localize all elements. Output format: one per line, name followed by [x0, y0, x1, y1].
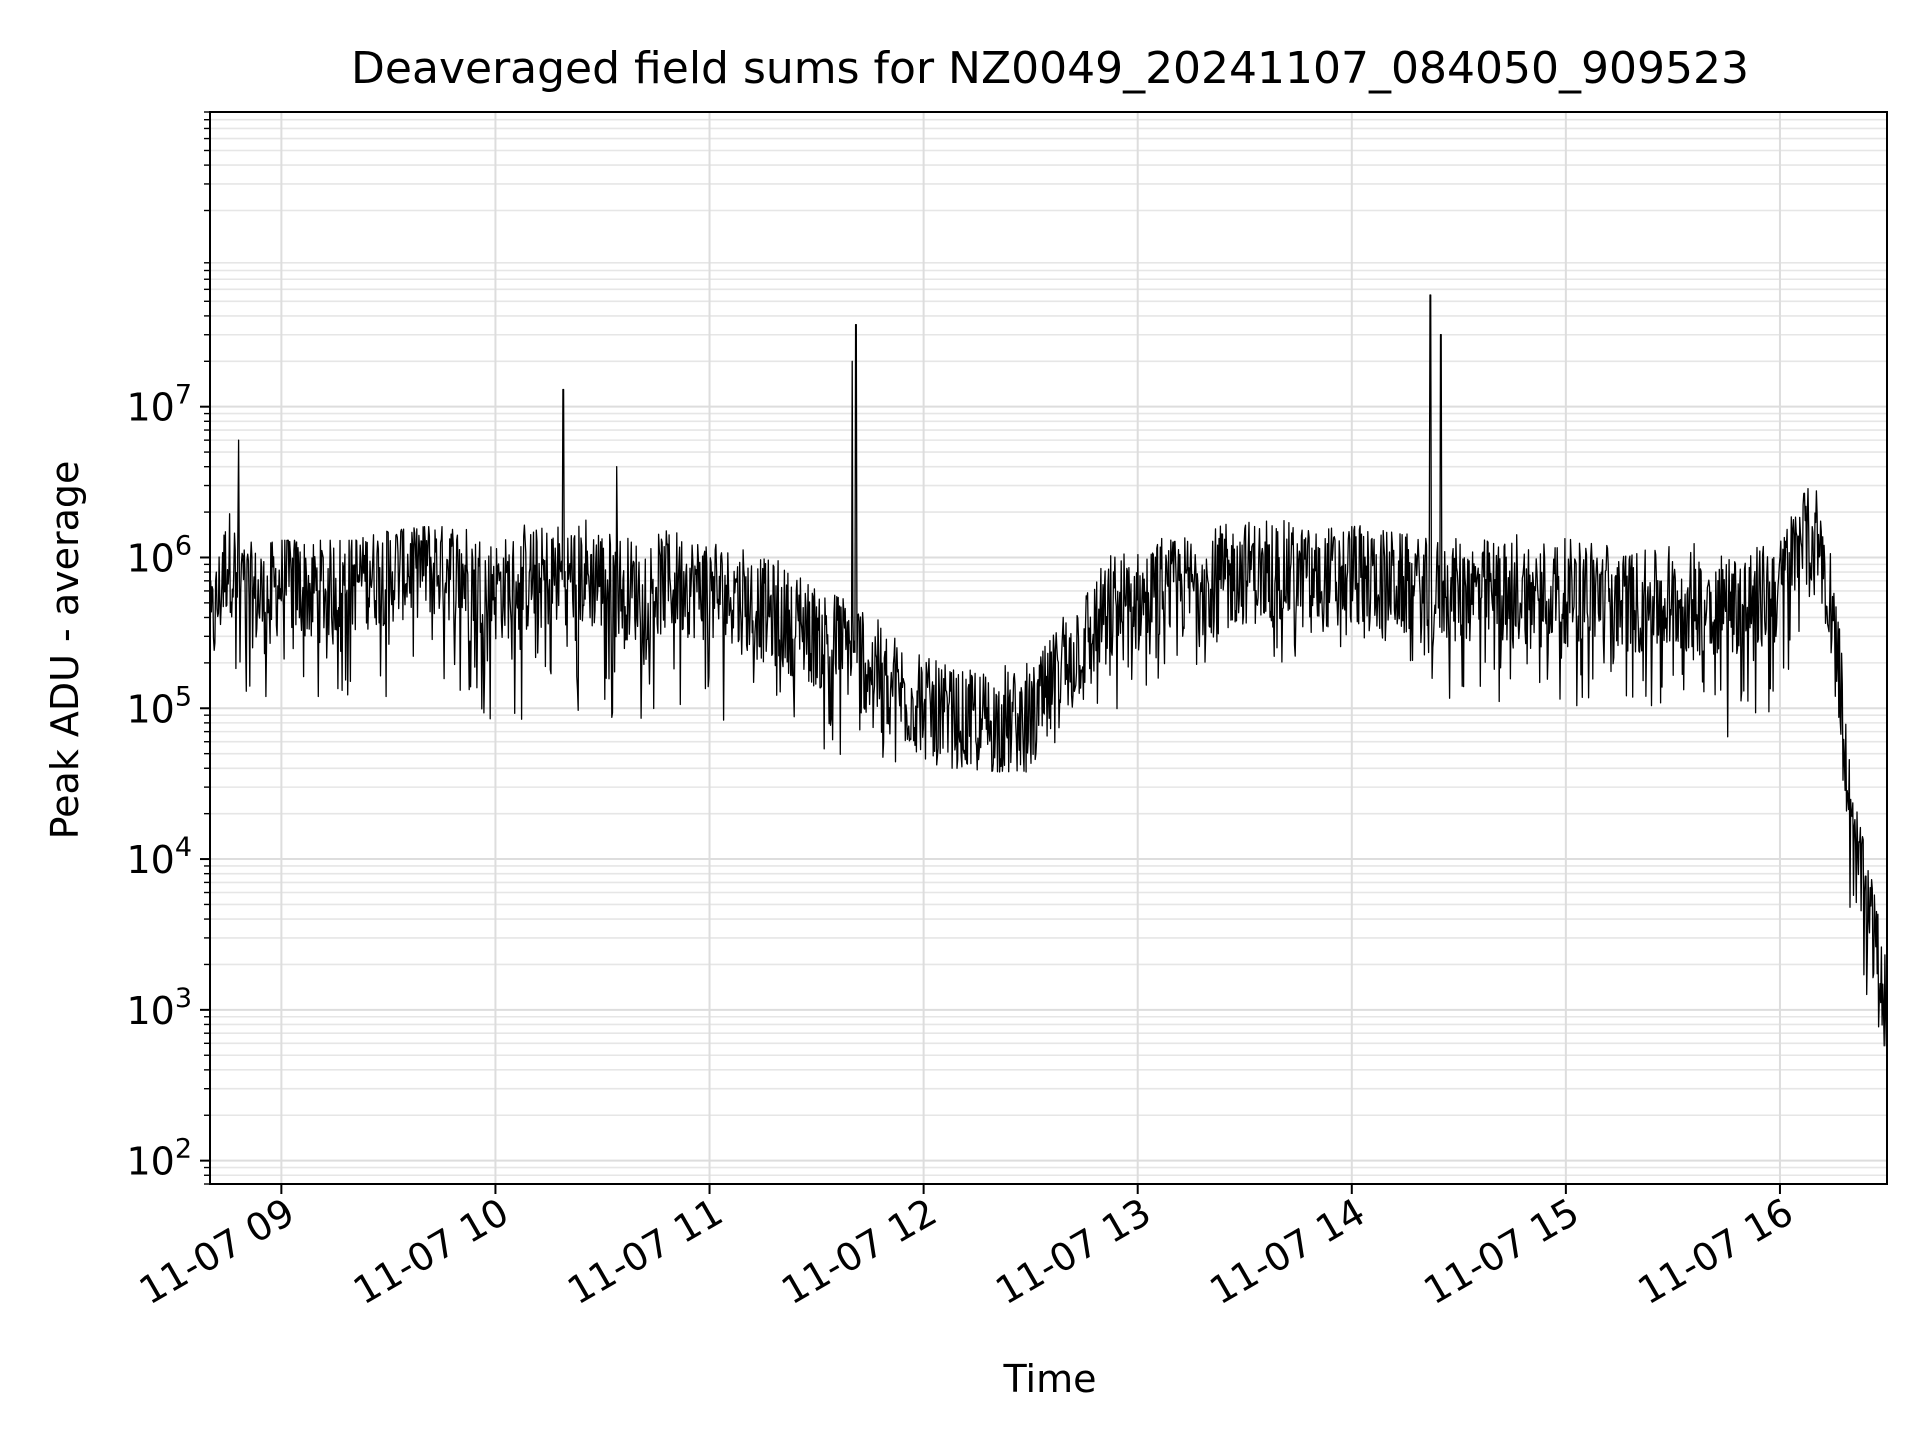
- y-tick-label: 102: [126, 1134, 192, 1184]
- y-axis-label: Peak ADU - average: [43, 461, 87, 840]
- chart-title: Deaveraged field sums for NZ0049_2024110…: [351, 43, 1749, 94]
- data-series: [209, 294, 1888, 1047]
- y-tick-label: 105: [126, 681, 192, 731]
- grid: [210, 111, 1887, 1185]
- x-axis-label: Time: [1003, 1357, 1097, 1401]
- y-tick-label: 107: [126, 380, 192, 430]
- y-tick-label: 104: [126, 832, 192, 882]
- y-tick-label: 103: [126, 983, 192, 1033]
- plot-frame: [209, 111, 1888, 1185]
- y-tick-label: 106: [126, 530, 192, 580]
- series-line: [209, 294, 1888, 1047]
